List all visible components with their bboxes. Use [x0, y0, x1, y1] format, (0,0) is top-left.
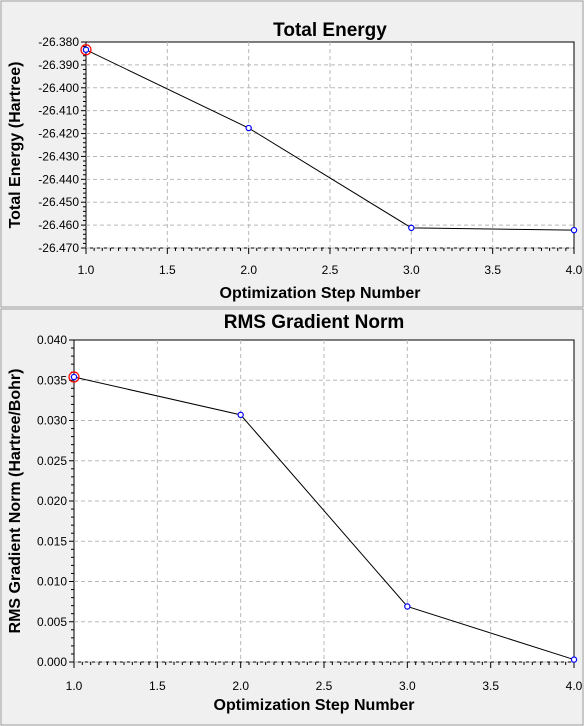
rms-gradient-chart: RMS Gradient Norm 0.040 0.035 0.030 0.025 0.0… [7, 312, 583, 714]
x-tick-label: 4.0 [566, 263, 583, 277]
y-tick-label: 0.040 [37, 333, 67, 347]
data-point [237, 411, 244, 419]
highlighted-point-ring [68, 371, 80, 383]
total-energy-chart: Total Energy -26.380 -26.390 -26.400 -26.410… [7, 20, 583, 302]
y-tick-label: -26.470 [38, 241, 79, 255]
series-line [85, 49, 575, 231]
y-tick-label: -26.420 [38, 127, 79, 141]
x-axis-label: Optimization Step Number [214, 697, 415, 714]
data-point [408, 224, 415, 232]
y-tick-label: -26.430 [38, 149, 79, 163]
data-point [82, 46, 90, 53]
chart-title: Total Energy [273, 20, 387, 41]
y-tick-label: -26.390 [38, 58, 79, 72]
series-line [73, 376, 575, 661]
x-tick-label: 2.0 [240, 263, 257, 277]
y-tick-label: 0.000 [37, 655, 67, 669]
y-tick-label: 0.005 [37, 615, 67, 629]
x-tick-label: 3.5 [484, 263, 501, 277]
y-tick-label: 0.025 [37, 454, 67, 468]
y-tick-label: 0.030 [37, 414, 67, 428]
highlighted-point-ring [80, 44, 92, 56]
y-axis-label: RMS Gradient Norm (Hartree/Bohr) [7, 369, 24, 634]
x-tick-label: 2.0 [232, 679, 249, 693]
y-tick-label: 0.010 [37, 575, 67, 589]
y-tick-label: -26.460 [38, 218, 79, 232]
x-tick-label: 2.5 [316, 679, 333, 693]
data-point [404, 603, 411, 610]
x-tick-label: 4.0 [566, 679, 583, 693]
x-tick-label: 1.5 [159, 263, 176, 277]
x-axis-label: Optimization Step Number [220, 285, 421, 302]
data-point [245, 124, 252, 132]
y-tick-label: -26.380 [38, 35, 79, 49]
y-tick-label: 0.020 [37, 494, 67, 508]
data-point [70, 373, 78, 381]
x-tick-label: 1.0 [66, 679, 83, 693]
x-tick-label: 3.0 [399, 679, 416, 693]
x-tick-label: 3.5 [482, 679, 499, 693]
y-tick-label: -26.440 [38, 172, 79, 186]
y-tick-label: -26.410 [38, 104, 79, 118]
x-tick-label: 1.0 [78, 263, 95, 277]
y-tick-label: -26.400 [38, 81, 79, 95]
y-tick-label: 0.015 [37, 534, 67, 548]
x-tick-label: 3.0 [403, 263, 420, 277]
chart-title: RMS Gradient Norm [224, 312, 405, 333]
y-axis-label: Total Energy (Hartree) [7, 62, 24, 229]
y-tick-label: -26.450 [38, 195, 79, 209]
data-point [570, 226, 578, 234]
data-point [570, 656, 578, 663]
y-tick-label: 0.035 [37, 373, 67, 387]
x-tick-label: 1.5 [149, 679, 166, 693]
x-tick-label: 2.5 [322, 263, 339, 277]
